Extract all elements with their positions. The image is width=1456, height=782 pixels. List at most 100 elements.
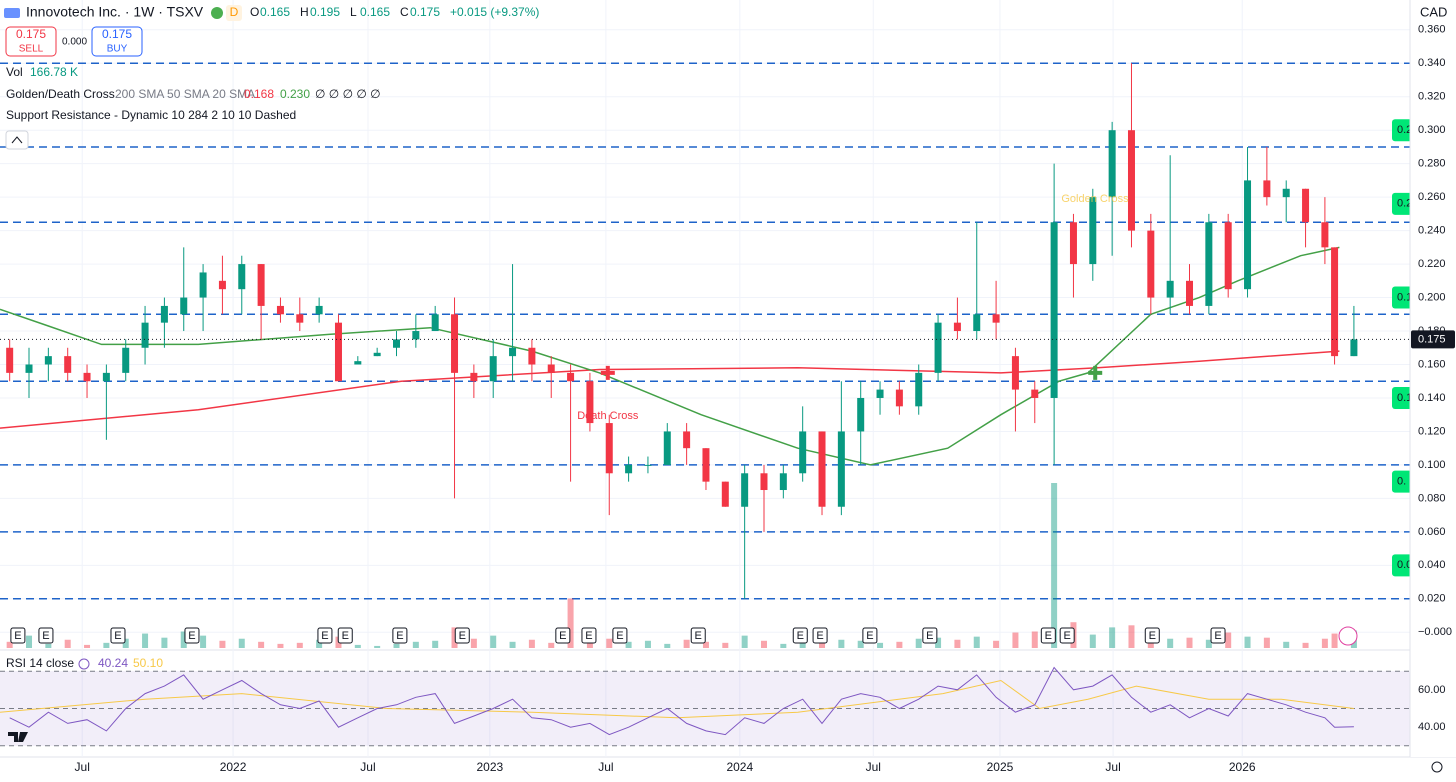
candle-body (1127, 130, 1135, 231)
volume-bar (915, 638, 922, 648)
earnings-marker (454, 627, 470, 644)
rsi-pane (0, 660, 1410, 752)
ohlc-key: O (250, 5, 259, 19)
candle-body (1166, 280, 1174, 298)
candle-body (257, 264, 265, 306)
earnings-label: E (396, 630, 403, 642)
earnings-marker (812, 627, 828, 644)
last-price-label: 0.175 (1418, 333, 1446, 345)
indicator-name: Support Resistance - Dynamic 10 284 2 10… (6, 108, 296, 122)
earnings-label: E (816, 630, 823, 642)
x-tick-label: Jul (75, 760, 90, 774)
level-tag-label: 0. (1397, 476, 1406, 488)
volume-bar (45, 643, 52, 648)
volume-bar (84, 644, 91, 648)
earnings-label: E (321, 630, 328, 642)
candle-body (373, 352, 381, 357)
candle-body (1089, 197, 1097, 265)
volume-bar (277, 643, 284, 648)
price-axis (1410, 0, 1456, 757)
indicator-empty: ∅ ∅ ∅ ∅ ∅ (315, 87, 381, 101)
volume-bar (722, 642, 729, 648)
candle-body (1069, 222, 1077, 265)
candle-body (354, 361, 362, 365)
earnings-label: E (188, 630, 195, 642)
buy-button[interactable] (91, 26, 143, 57)
candle-body (451, 314, 459, 373)
candle-body (412, 331, 420, 340)
sell-button[interactable] (5, 26, 57, 57)
last-price-tag (1411, 330, 1455, 349)
candle-body (1331, 247, 1339, 357)
indicator-value: 0.230 (280, 87, 310, 101)
earnings-marker (581, 627, 597, 644)
volume-bar (200, 635, 207, 648)
badge-bg (226, 5, 242, 21)
candle-body (141, 322, 149, 348)
rsi-sma-line (0, 679, 1354, 719)
earnings-marker (555, 627, 571, 644)
earnings-label: E (14, 630, 21, 642)
volume-bar (1283, 641, 1290, 648)
candle-body (160, 305, 168, 323)
rsi-icon (78, 658, 90, 670)
earnings-label: E (616, 630, 623, 642)
ohlc: O 0.165 H 0.195 L 0.165 C 0.175 +0.015 (+9.37%) (250, 5, 539, 19)
volume-bar (296, 642, 303, 648)
candle-body (44, 356, 52, 365)
candle-body (431, 314, 439, 332)
candle-body (818, 431, 826, 507)
symbol-icon (4, 8, 20, 18)
rsi-sma-value: 50.10 (133, 656, 163, 670)
level-tag-label: 0.2 (1397, 124, 1412, 136)
ohlc-value: 0.175 (410, 5, 440, 19)
earnings-marker (1144, 627, 1160, 644)
candle-body (779, 473, 787, 491)
volume-bar (6, 641, 13, 648)
volume-bar (374, 645, 381, 648)
volume-bar (1244, 636, 1251, 648)
volume-bar (238, 638, 245, 648)
y-tick-label: 0.080 (1418, 492, 1446, 504)
alert-icon[interactable] (1338, 626, 1358, 646)
volume-bar (606, 638, 613, 648)
earnings-marker (690, 627, 706, 644)
volume-bar (1186, 637, 1193, 648)
buy-label: BUY (107, 44, 128, 55)
earnings-label: E (926, 630, 933, 642)
sell-price: 0.175 (16, 27, 46, 41)
volume-bar (1051, 483, 1058, 648)
candle-body (1147, 230, 1155, 298)
cross-marker (1088, 365, 1103, 380)
y-tick-label: 0.300 (1418, 124, 1446, 136)
volume-bar (702, 641, 709, 648)
candle-body (6, 347, 14, 373)
candle-body (180, 297, 188, 315)
volume-bar (973, 636, 980, 648)
earnings-label: E (695, 630, 702, 642)
candle-body (857, 397, 865, 432)
earnings-label: E (797, 630, 804, 642)
volume-bar (64, 639, 71, 648)
candle-body (296, 314, 304, 323)
candle-body (934, 322, 942, 373)
candle-body (199, 272, 207, 298)
volume-bar (1263, 637, 1270, 648)
volume-bar (1012, 632, 1019, 648)
rsi-tick-label: 60.00 (1418, 684, 1446, 696)
settings-icon[interactable] (1431, 761, 1443, 773)
candle-body (1321, 222, 1329, 248)
volume-bar (683, 639, 690, 648)
collapse-button[interactable] (5, 130, 29, 150)
candle-body (1011, 356, 1019, 390)
currency[interactable]: CAD (1420, 4, 1447, 19)
y-tick-label: 0.280 (1418, 158, 1446, 170)
x-tick-label: Jul (1105, 760, 1120, 774)
axis-group: Jul 2022 Jul 2023 Jul 2024 Jul 2025 Jul 2026 0.360… (75, 24, 1455, 774)
earnings-marker (1040, 627, 1056, 644)
rsi-tick-label: 40.00 (1418, 721, 1446, 733)
volume-bar (935, 637, 942, 648)
status-dot (211, 7, 223, 19)
symbol-title: Innovotech Inc. · 1W · TSXV (26, 4, 204, 20)
